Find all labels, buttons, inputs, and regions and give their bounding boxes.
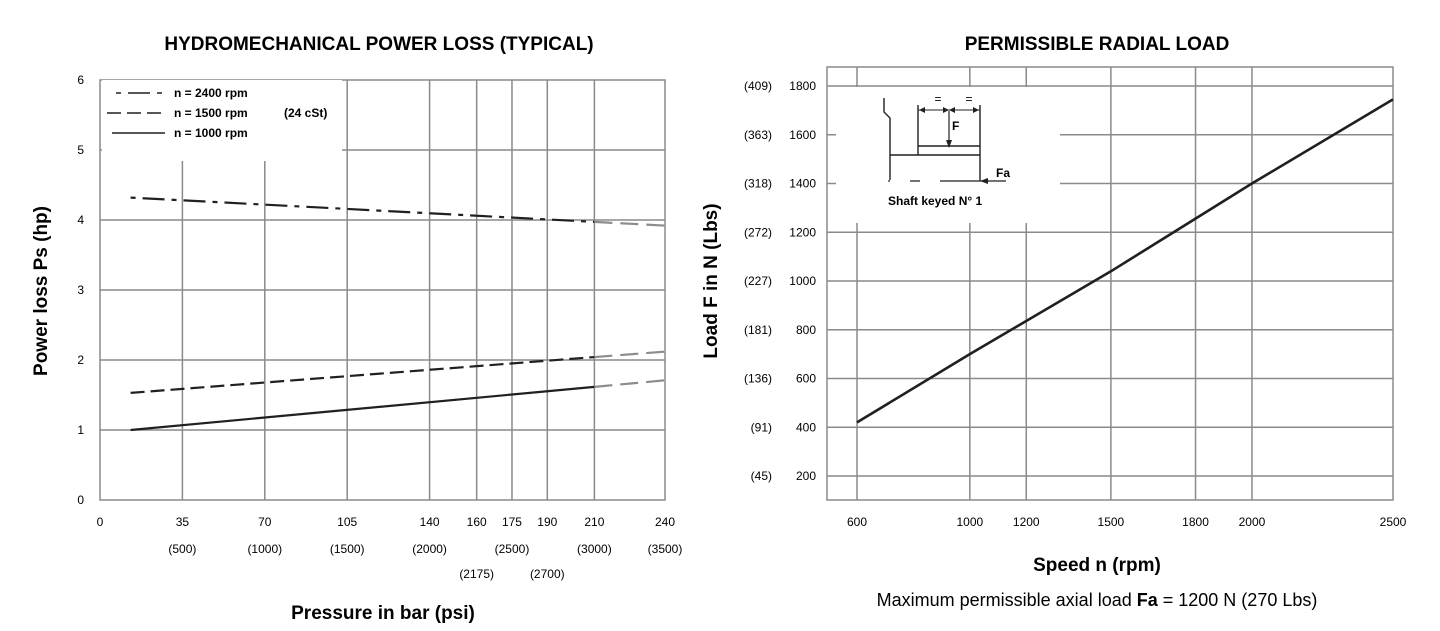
dimension-arrow-mid-left [943,107,949,113]
series-extrapolation-1000-rpm [594,379,666,388]
left-x-psi-2500: (2500) [495,542,530,556]
left-tick-labels: 0 1 2 3 4 5 6 0 35 70 105 140 160 175 190 210 240 (500) (1… [77,73,682,581]
right-plot-frame [826,66,1394,501]
force-label: F [952,119,959,133]
left-x-psi-2700: (2700) [530,567,565,581]
legend: n = 2400 rpm n = 1500 rpm (24 cSt) n = 1… [107,86,327,140]
right-x-tick-1800: 1800 [1182,515,1209,529]
shaft-flange-outline [883,98,891,180]
right-y-lbs-tick-1200: (272) [744,225,772,239]
right-y-tick-1600: 1600 [789,128,816,142]
legend-label-1000: n = 1000 rpm [174,126,248,140]
right-y-axis-label: Load F in N (Lbs) [701,203,722,358]
right-x-tick-2500: 2500 [1380,515,1407,529]
right-y-lbs-tick-1600: (363) [744,128,772,142]
right-x-axis-label: Speed n (rpm) [1033,555,1161,576]
left-x-tick-0: 0 [97,515,104,529]
series-line-2400-rpm [130,196,595,223]
left-x-psi-2175: (2175) [459,567,494,581]
axial-load-note: Maximum permissible axial load Fa = 1200… [877,590,1318,610]
left-x-tick-190: 190 [537,515,557,529]
left-x-tick-70: 70 [258,515,272,529]
dimension-arrow-mid-right [949,107,955,113]
axial-force-label: Fa [996,166,1010,180]
right-series [856,98,1394,424]
series-line-1500-rpm [130,355,595,394]
left-x-psi-2000: (2000) [412,542,447,556]
right-x-tick-1500: 1500 [1098,515,1125,529]
right-y-lbs-tick-400: (91) [751,420,772,434]
left-x-psi-3500: (3500) [648,542,683,556]
left-x-psi-1500: (1500) [330,542,365,556]
axial-force-arrow [980,178,988,184]
right-x-tick-600: 600 [847,515,867,529]
right-y-lbs-tick-600: (136) [744,372,772,386]
left-x-tick-35: 35 [176,515,190,529]
right-y-tick-1000: 1000 [789,274,816,288]
force-arrow-head [946,140,952,148]
right-y-tick-800: 800 [796,323,816,337]
right-y-tick-200: 200 [796,469,816,483]
right-x-tick-1200: 1200 [1013,515,1040,529]
left-y-tick-0: 0 [77,493,84,507]
note-fa: Fa [1137,590,1159,610]
left-y-axis-label: Power loss Ps (hp) [31,206,52,376]
left-chart-title: HYDROMECHANICAL POWER LOSS (TYPICAL) [164,34,593,55]
right-y-lbs-tick-800: (181) [744,323,772,337]
right-y-lbs-tick-1000: (227) [744,274,772,288]
left-y-tick-3: 3 [77,283,84,297]
legend-label-2400: n = 2400 rpm [174,86,248,100]
note-suffix: = 1200 N (270 Lbs) [1158,590,1318,610]
left-series [130,196,666,432]
dimension-arrow-left [919,107,925,113]
right-x-tick-1000: 1000 [956,515,983,529]
left-x-tick-240: 240 [655,515,675,529]
right-y-tick-1200: 1200 [789,225,816,239]
left-x-axis-label: Pressure in bar (psi) [291,603,475,624]
right-y-tick-1800: 1800 [789,79,816,93]
equal-sign-left: = [934,92,941,106]
shaft-diagram: = = F Fa Shaft keyed N° 1 [883,92,1010,208]
left-x-tick-140: 140 [420,515,440,529]
left-x-tick-160: 160 [467,515,487,529]
series-extrapolation-1500-rpm [594,350,666,359]
left-y-tick-2: 2 [77,353,84,367]
left-y-tick-1: 1 [77,423,84,437]
right-y-tick-600: 600 [796,372,816,386]
right-y-tick-400: 400 [796,420,816,434]
legend-label-1500: n = 1500 rpm [174,106,248,120]
left-x-tick-105: 105 [337,515,357,529]
left-x-psi-1000: (1000) [247,542,282,556]
right-x-tick-2000: 2000 [1239,515,1266,529]
dimension-arrow-right [973,107,979,113]
left-y-tick-5: 5 [77,143,84,157]
inset-caption: Shaft keyed N° 1 [888,194,982,208]
radial-load-line [856,98,1394,424]
left-y-tick-4: 4 [77,213,84,227]
right-chart-title: PERMISSIBLE RADIAL LOAD [965,34,1230,55]
left-x-tick-175: 175 [502,515,522,529]
left-x-tick-210: 210 [584,515,604,529]
legend-viscosity-note: (24 cSt) [284,106,327,120]
series-extrapolation-2400-rpm [594,220,666,227]
radial-load-chart: PERMISSIBLE RADIAL LOAD 200 (45) 400 (91) 60… [701,34,1407,576]
right-grid [826,66,1394,501]
left-y-tick-6: 6 [77,73,84,87]
series-line-1000-rpm [130,385,595,432]
right-y-tick-1400: 1400 [789,177,816,191]
note-prefix: Maximum permissible axial load [877,590,1137,610]
equal-sign-right: = [965,92,972,106]
left-x-psi-3000: (3000) [577,542,612,556]
right-y-lbs-tick-1800: (409) [744,79,772,93]
right-y-lbs-tick-200: (45) [751,469,772,483]
right-tick-labels: 200 (45) 400 (91) 600 (136) 800 (181) 1000 (227) 1… [744,79,1407,529]
right-y-lbs-tick-1400: (318) [744,177,772,191]
power-loss-chart: HYDROMECHANICAL POWER LOSS (TYPICAL) 0 1 2… [31,34,682,624]
left-x-psi-500: (500) [168,542,196,556]
